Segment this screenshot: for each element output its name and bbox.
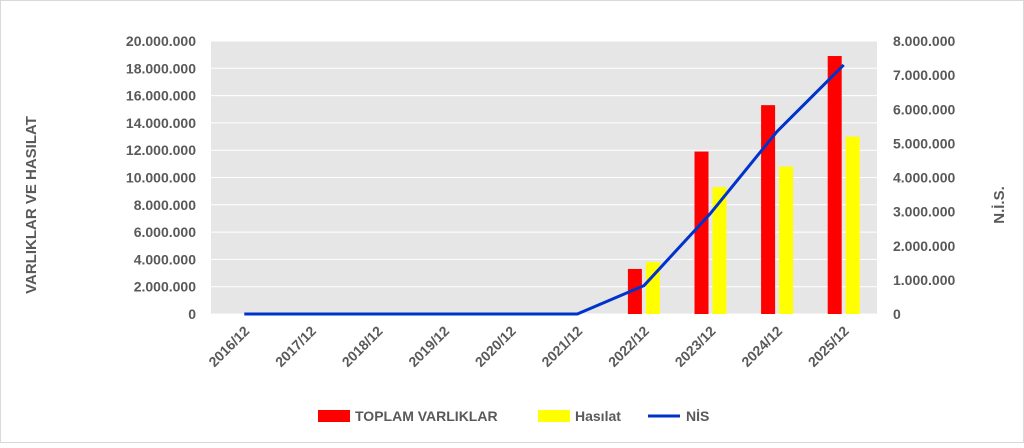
right-tick-label: 2.000.000: [893, 238, 955, 254]
right-tick-label: 7.000.000: [893, 67, 955, 83]
bars-group: [627, 56, 860, 314]
left-tick-label: 8.000.000: [134, 197, 196, 213]
left-tick-label: 2.000.000: [134, 279, 196, 295]
left-tick-label: 0: [188, 306, 196, 322]
bar-toplam-varliklar: [627, 268, 642, 314]
bar-toplam-varliklar: [694, 151, 709, 314]
right-tick-label: 3.000.000: [893, 204, 955, 220]
bar-toplam-varliklar: [761, 105, 776, 314]
left-tick-label: 14.000.000: [126, 115, 196, 131]
left-tick-label: 18.000.000: [126, 60, 196, 76]
legend-swatch-toplam-varliklar: [318, 410, 350, 422]
left-tick-label: 20.000.000: [126, 33, 196, 49]
right-tick-label: 0: [893, 306, 901, 322]
legend: TOPLAM VARLIKLAR Hasılat NİS: [318, 408, 709, 424]
bar-hasilat: [779, 166, 794, 314]
left-tick-label: 4.000.000: [134, 251, 196, 267]
left-axis-title: VARLIKLAR VE HASILAT: [23, 116, 40, 294]
legend-swatch-hasilat: [538, 410, 570, 422]
bar-hasilat: [645, 262, 660, 314]
left-tick-label: 12.000.000: [126, 142, 196, 158]
bar-hasilat: [845, 136, 860, 314]
right-tick-label: 5.000.000: [893, 135, 955, 151]
right-tick-label: 6.000.000: [893, 101, 955, 117]
legend-label-toplam-varliklar: TOPLAM VARLIKLAR: [355, 408, 498, 424]
right-axis-title: N.İ.S.: [991, 186, 1008, 224]
line-series-group: [244, 63, 845, 316]
right-tick-label: 4.000.000: [893, 170, 955, 186]
legend-label-nis: NİS: [686, 408, 709, 424]
right-tick-label: 8.000.000: [893, 33, 955, 49]
right-axis-ticks: 0 1.000.000 2.000.000 3.000.000 4.000.000 5.0…: [893, 33, 955, 322]
right-tick-label: 1.000.000: [893, 272, 955, 288]
legend-label-hasilat: Hasılat: [575, 408, 621, 424]
line-nis: [244, 63, 845, 316]
bar-toplam-varliklar: [827, 56, 842, 314]
left-tick-label: 16.000.000: [126, 88, 196, 104]
left-tick-label: 6.000.000: [134, 224, 196, 240]
left-tick-label: 10.000.000: [126, 170, 196, 186]
bar-hasilat: [712, 187, 727, 314]
left-axis-ticks: 0 2.000.000 4.000.000 6.000.000 8.000.000 10.…: [126, 33, 196, 322]
